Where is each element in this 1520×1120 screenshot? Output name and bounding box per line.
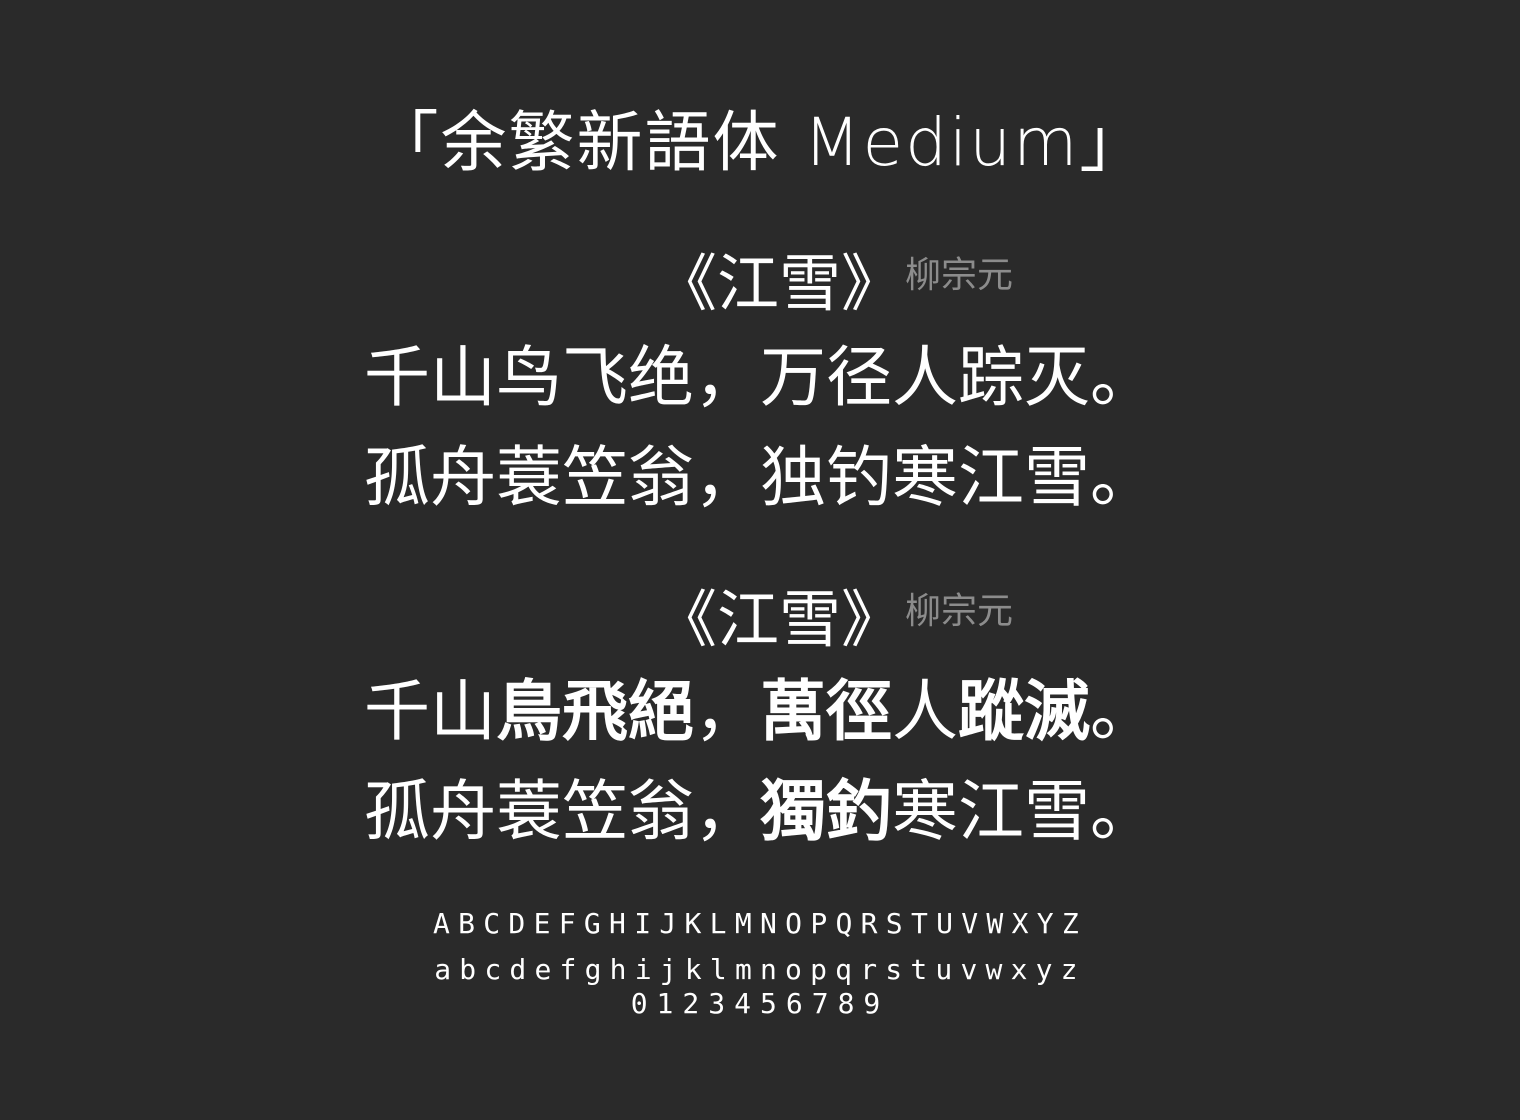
uppercase-glyphs: ABCDEFGHIJKLMNOPQRSTUVWXYZ bbox=[432, 907, 1088, 940]
text-segment: 孤舟蓑笠翁， bbox=[364, 773, 760, 850]
poem-author: 柳宗元 bbox=[905, 591, 1014, 632]
poem-title-traditional: 《江雪》柳宗元 bbox=[655, 572, 1013, 660]
poem-line-1-simplified: 千山鸟飞绝，万径人踪灭。 bbox=[364, 339, 1156, 416]
font-title: 「余繁新語体 Medium」 bbox=[372, 104, 1148, 181]
fallback-segment: 獨釣 bbox=[760, 773, 892, 850]
poem-line-1-traditional: 千山鳥飛絕，萬徑人蹤滅。 bbox=[0, 670, 1520, 754]
lowercase-glyphs: abcdefghijklmnopqrstuvwxyz bbox=[434, 953, 1086, 986]
text-segment: ， bbox=[694, 673, 760, 750]
text-segment: 千山 bbox=[364, 673, 496, 750]
poem-title-simplified: 《江雪》柳宗元 bbox=[655, 236, 1013, 324]
fallback-segment: 鳥飛絕 bbox=[496, 673, 694, 750]
poem-line-2-simplified: 孤舟蓑笠翁，独钓寒江雪。 bbox=[364, 439, 1156, 516]
poem-title-text: 《江雪》 bbox=[655, 583, 904, 656]
text-segment: 。 bbox=[1090, 673, 1156, 750]
poem-author: 柳宗元 bbox=[905, 255, 1014, 296]
fallback-segment: 蹤滅 bbox=[958, 673, 1090, 750]
text-segment: 人 bbox=[892, 673, 958, 750]
poem-title-text: 《江雪》 bbox=[655, 247, 904, 320]
text-segment: 寒江雪。 bbox=[892, 773, 1156, 850]
digit-glyphs: 0123456789 bbox=[630, 987, 890, 1020]
fallback-segment: 萬徑 bbox=[760, 673, 892, 750]
poem-line-2-traditional: 孤舟蓑笠翁，獨釣寒江雪。 bbox=[0, 770, 1520, 854]
